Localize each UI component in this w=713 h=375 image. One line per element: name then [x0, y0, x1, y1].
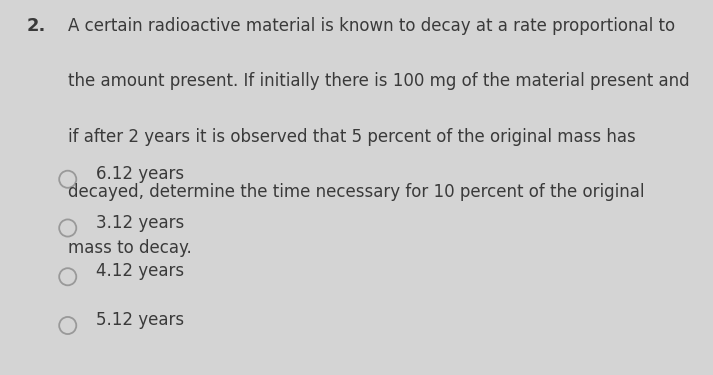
Text: mass to decay.: mass to decay. [68, 239, 192, 257]
Text: 3.12 years: 3.12 years [96, 214, 185, 232]
Text: if after 2 years it is observed that 5 percent of the original mass has: if after 2 years it is observed that 5 p… [68, 128, 635, 146]
Text: 6.12 years: 6.12 years [96, 165, 185, 183]
Text: A certain radioactive material is known to decay at a rate proportional to: A certain radioactive material is known … [68, 17, 675, 35]
Text: the amount present. If initially there is 100 mg of the material present and: the amount present. If initially there i… [68, 72, 689, 90]
Text: 4.12 years: 4.12 years [96, 262, 185, 280]
Text: decayed, determine the time necessary for 10 percent of the original: decayed, determine the time necessary fo… [68, 183, 645, 201]
Text: 2.: 2. [27, 17, 46, 35]
Text: 5.12 years: 5.12 years [96, 311, 185, 329]
